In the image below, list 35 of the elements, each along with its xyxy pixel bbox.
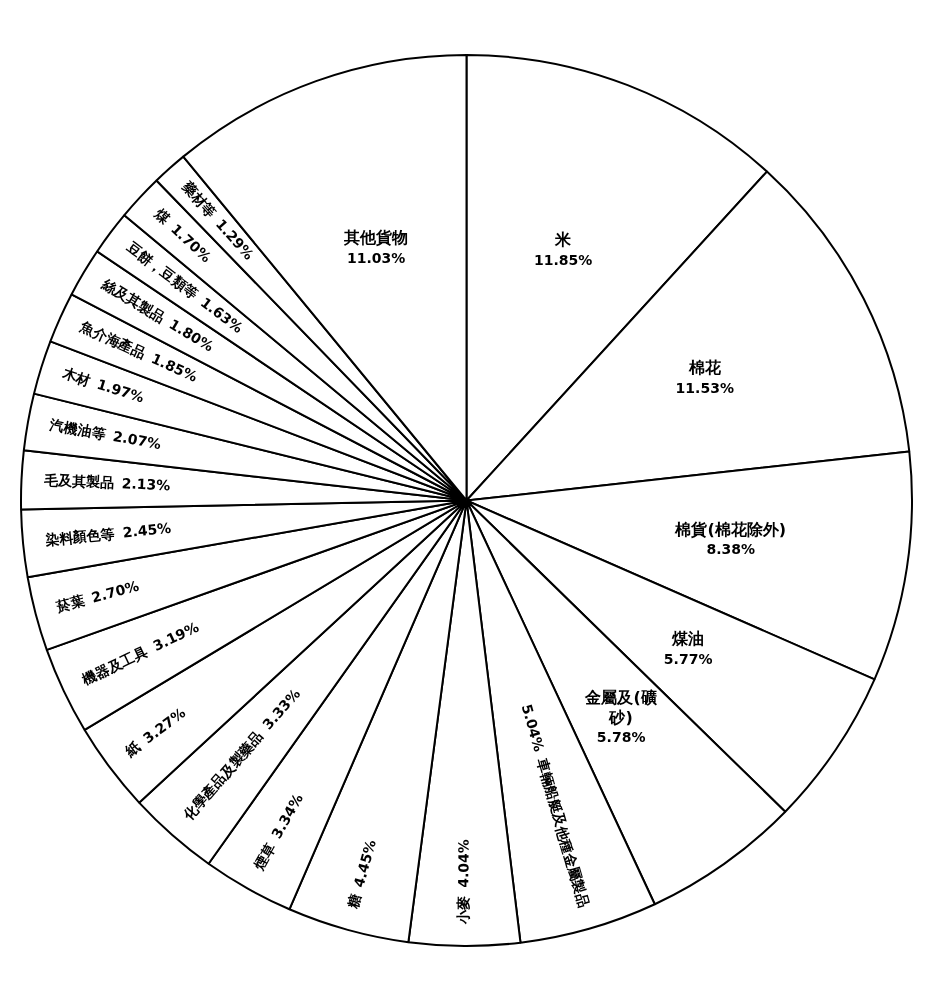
slice-label: 其他貨物 bbox=[343, 228, 409, 248]
slice-label: 棉花 bbox=[687, 358, 722, 378]
data-label: 11.03% bbox=[347, 249, 406, 266]
slice-label: 金屬及(礦砂) bbox=[584, 687, 657, 727]
slice-label: 小麥 bbox=[455, 895, 472, 925]
data-label: 2.07% bbox=[111, 427, 163, 453]
slice-label: 木材 bbox=[59, 364, 93, 389]
slice-label: 藥材等 bbox=[178, 177, 220, 221]
slice-label: 毛及其製品 bbox=[42, 471, 115, 491]
slice-label: 紙 bbox=[121, 738, 144, 761]
slice-label: 車輛船艇及他種金屬製品 bbox=[533, 755, 593, 910]
slice-label: 機器及工具 bbox=[78, 642, 150, 688]
slice-label: 煙草 bbox=[250, 840, 279, 874]
data-label: 2.13% bbox=[121, 475, 171, 494]
data-label: 2.45% bbox=[121, 519, 172, 541]
data-label: 11.85% bbox=[534, 251, 593, 268]
data-label: 2.70% bbox=[89, 577, 141, 606]
data-label: 1.97% bbox=[95, 375, 147, 406]
slice-label: 汽機油等 bbox=[47, 416, 107, 443]
data-label: 5.77% bbox=[663, 650, 713, 667]
data-label: 8.38% bbox=[706, 541, 756, 558]
slice-label: 染料顏色等 bbox=[43, 525, 116, 549]
slice-label: 棉貨(棉花除外) bbox=[674, 519, 787, 539]
data-label: 4.04% bbox=[455, 839, 472, 888]
data-label: 5.04% bbox=[518, 702, 548, 754]
data-label: 4.45% bbox=[350, 837, 379, 889]
slice-label: 糖 bbox=[344, 892, 364, 912]
slice-label: 米 bbox=[554, 230, 573, 250]
data-label: 5.78% bbox=[596, 729, 646, 746]
slice-label: 煤 bbox=[151, 205, 174, 228]
slice-label: 煤油 bbox=[671, 629, 705, 649]
slice-label: 菸葉 bbox=[53, 592, 86, 615]
slice-label: 化學產品及製藥品 bbox=[179, 728, 266, 824]
data-label: 11.53% bbox=[675, 379, 734, 396]
slice-label: 魚介海產品 bbox=[76, 317, 149, 362]
